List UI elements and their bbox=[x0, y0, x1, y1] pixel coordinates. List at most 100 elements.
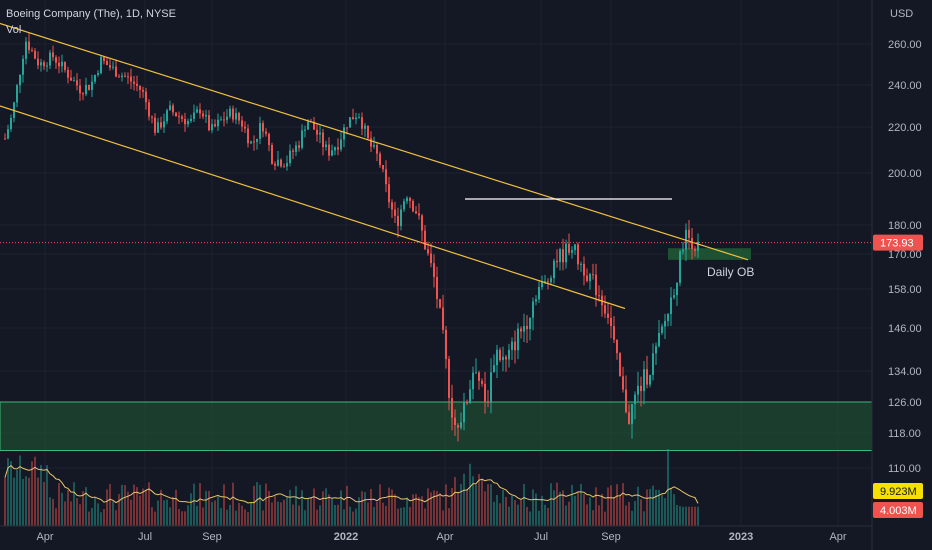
candle-body bbox=[346, 127, 348, 129]
candle-body bbox=[409, 197, 411, 201]
volume-bar bbox=[88, 511, 90, 526]
candle-body bbox=[223, 119, 225, 121]
currency-label: USD bbox=[890, 8, 913, 20]
candle-body bbox=[253, 141, 255, 143]
x-tick-label: Jul bbox=[534, 531, 548, 543]
volume-bar bbox=[517, 504, 519, 526]
candle-body bbox=[664, 320, 666, 327]
candle-body bbox=[649, 374, 651, 385]
volume-bar bbox=[526, 506, 528, 526]
y-tick-label: 170.00 bbox=[888, 249, 922, 261]
candle-body bbox=[55, 57, 57, 63]
volume-bar bbox=[130, 499, 132, 526]
volume-bar bbox=[202, 507, 204, 526]
candle-body bbox=[64, 61, 66, 70]
candle-body bbox=[136, 83, 138, 86]
candle-body bbox=[292, 150, 294, 152]
candle-body bbox=[571, 250, 573, 253]
candle-body bbox=[91, 81, 93, 90]
candle-body bbox=[115, 66, 117, 77]
candle-body bbox=[82, 93, 84, 95]
volume-bar bbox=[187, 505, 189, 526]
volume-bar bbox=[364, 492, 366, 526]
volume-ma-badge-bg bbox=[873, 483, 923, 499]
volume-bar bbox=[514, 500, 516, 526]
volume-bar bbox=[673, 494, 675, 526]
candle-body bbox=[379, 153, 381, 165]
volume-bar bbox=[643, 511, 645, 526]
volume-bar bbox=[10, 461, 12, 526]
x-tick-label: Apr bbox=[36, 531, 53, 543]
volume-bar bbox=[616, 484, 618, 526]
volume-bar bbox=[124, 485, 126, 526]
volume-bar bbox=[337, 504, 339, 526]
candle-body bbox=[277, 159, 279, 166]
volume-bar bbox=[103, 508, 105, 526]
candle-body bbox=[514, 341, 516, 351]
volume-bar bbox=[190, 493, 192, 526]
volume-bar bbox=[208, 490, 210, 526]
volume-bar bbox=[658, 489, 660, 526]
candle-body bbox=[322, 132, 324, 148]
volume-bar bbox=[181, 511, 183, 526]
volume-bar bbox=[628, 501, 630, 526]
candle-body bbox=[382, 164, 384, 170]
volume-bar bbox=[28, 477, 30, 526]
candle-body bbox=[241, 120, 243, 127]
candle-body bbox=[238, 113, 240, 121]
volume-bar bbox=[490, 484, 492, 526]
volume-bar bbox=[454, 477, 456, 526]
candle-body bbox=[250, 141, 252, 144]
candle-body bbox=[193, 112, 195, 119]
volume-bar bbox=[373, 506, 375, 526]
candle-body bbox=[613, 326, 615, 340]
candle-body bbox=[124, 75, 126, 77]
y-tick-label: 158.00 bbox=[888, 284, 922, 296]
volume-bar bbox=[145, 490, 147, 526]
candle-body bbox=[4, 138, 6, 140]
candle-body bbox=[418, 213, 420, 216]
volume-bar bbox=[301, 490, 303, 526]
candle-body bbox=[643, 369, 645, 392]
candle-body bbox=[145, 91, 147, 103]
candle-body bbox=[199, 109, 201, 114]
volume-bar bbox=[91, 507, 93, 526]
volume-bar bbox=[31, 461, 33, 526]
volume-bar bbox=[391, 489, 393, 526]
candle-body bbox=[640, 385, 642, 392]
volume-bar bbox=[637, 486, 639, 526]
candle-body bbox=[76, 80, 78, 86]
x-tick-label: Jul bbox=[138, 531, 152, 543]
volume-bar bbox=[79, 504, 81, 526]
volume-bar bbox=[367, 502, 369, 526]
volume-bar bbox=[163, 500, 165, 526]
candle-body bbox=[229, 108, 231, 117]
volume-bar bbox=[697, 506, 699, 526]
volume-bar bbox=[607, 487, 609, 526]
volume-bar bbox=[394, 494, 396, 526]
volume-bar bbox=[631, 510, 633, 526]
candle-body bbox=[319, 132, 321, 135]
candle-body bbox=[502, 356, 504, 361]
candle-body bbox=[625, 389, 627, 413]
volume-bar bbox=[442, 510, 444, 526]
volume-bar bbox=[532, 489, 534, 526]
candle-body bbox=[376, 145, 378, 154]
volume-bar bbox=[496, 495, 498, 526]
volume-bar bbox=[64, 501, 66, 526]
candle-body bbox=[175, 112, 177, 117]
volume-bar bbox=[265, 483, 267, 526]
volume-ma-badge: 9.923M bbox=[880, 486, 917, 498]
volume-bar bbox=[109, 484, 111, 526]
volume-bar bbox=[307, 498, 309, 526]
volume-bar bbox=[106, 489, 108, 526]
candle-body bbox=[58, 62, 60, 67]
volume-bar bbox=[166, 499, 168, 526]
volume-bar bbox=[388, 487, 390, 526]
y-tick-label: 180.00 bbox=[888, 220, 922, 232]
candle-body bbox=[46, 65, 48, 67]
volume-bar bbox=[175, 489, 177, 526]
volume-bar bbox=[286, 496, 288, 526]
volume-bar bbox=[427, 488, 429, 526]
